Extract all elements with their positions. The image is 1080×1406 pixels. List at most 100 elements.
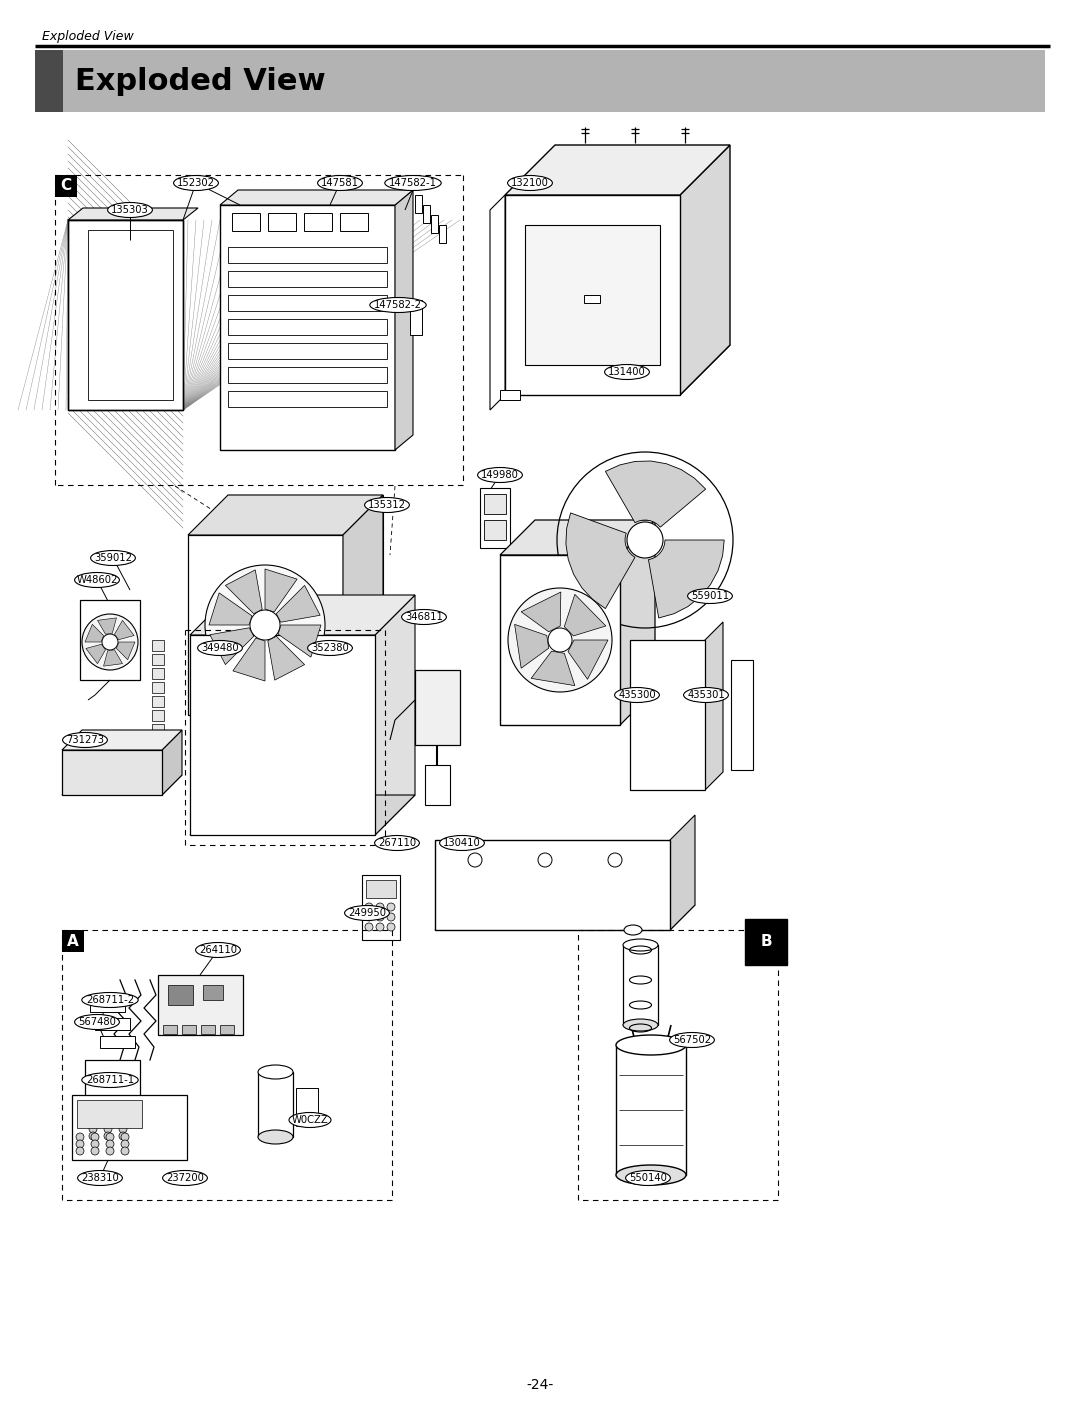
Bar [303, 212, 332, 231]
Bar [152, 696, 164, 707]
Polygon shape [435, 905, 696, 929]
Bar [228, 367, 387, 382]
Circle shape [91, 1147, 99, 1154]
Bar [410, 299, 422, 335]
Bar [72, 1095, 187, 1160]
Text: 147582-2: 147582-2 [374, 299, 422, 309]
Polygon shape [620, 520, 654, 725]
Polygon shape [566, 513, 635, 609]
Ellipse shape [75, 572, 120, 588]
Ellipse shape [616, 1035, 686, 1054]
Ellipse shape [258, 1130, 293, 1144]
Polygon shape [226, 569, 262, 613]
Bar [152, 654, 164, 665]
Ellipse shape [108, 202, 152, 218]
Polygon shape [568, 640, 608, 679]
Bar [77, 1099, 141, 1128]
Bar [630, 640, 705, 790]
Circle shape [121, 1147, 129, 1154]
Text: 131400: 131400 [608, 367, 646, 377]
Circle shape [82, 614, 138, 671]
Text: 550140: 550140 [629, 1173, 667, 1182]
Circle shape [104, 1118, 112, 1126]
Bar [158, 974, 243, 1035]
Circle shape [106, 1133, 114, 1142]
Polygon shape [210, 627, 254, 665]
Circle shape [89, 1118, 97, 1126]
Text: 268711-1: 268711-1 [86, 1076, 134, 1085]
Bar [584, 295, 600, 304]
Ellipse shape [623, 939, 658, 950]
Circle shape [121, 1133, 129, 1142]
Ellipse shape [318, 176, 363, 190]
Ellipse shape [289, 1112, 330, 1128]
Bar [505, 195, 680, 395]
Bar [168, 986, 193, 1005]
Bar [616, 1045, 686, 1175]
Bar [87, 231, 173, 399]
Bar [228, 319, 387, 335]
Circle shape [104, 1111, 112, 1119]
Text: 359012: 359012 [94, 553, 132, 562]
Text: 149980: 149980 [481, 470, 518, 479]
Bar [188, 536, 343, 716]
Text: A: A [67, 934, 79, 949]
Circle shape [119, 1132, 127, 1140]
Bar [438, 225, 446, 243]
Text: 135303: 135303 [111, 205, 149, 215]
Bar [152, 682, 164, 693]
Bar [85, 1060, 140, 1144]
Bar [500, 389, 519, 399]
Ellipse shape [195, 942, 241, 957]
Bar [296, 1116, 318, 1126]
Polygon shape [80, 600, 140, 681]
Polygon shape [265, 569, 297, 612]
Ellipse shape [163, 1171, 207, 1185]
Ellipse shape [308, 641, 352, 655]
Circle shape [76, 1147, 84, 1154]
Text: 130410: 130410 [443, 838, 481, 848]
Polygon shape [85, 624, 104, 643]
Ellipse shape [75, 1015, 120, 1029]
Circle shape [365, 922, 373, 931]
Bar [35, 51, 63, 112]
Polygon shape [606, 461, 705, 527]
Polygon shape [522, 592, 561, 631]
Ellipse shape [616, 1166, 686, 1185]
Polygon shape [162, 730, 183, 794]
Bar [201, 1025, 215, 1033]
Bar [228, 391, 387, 406]
Polygon shape [514, 624, 549, 668]
Ellipse shape [508, 176, 552, 190]
Bar [152, 738, 164, 749]
Text: 268711-2: 268711-2 [86, 995, 134, 1005]
Polygon shape [500, 520, 654, 555]
Bar [152, 724, 164, 735]
Bar [220, 205, 395, 450]
Circle shape [249, 610, 280, 640]
Circle shape [376, 912, 384, 921]
Bar [95, 1018, 130, 1031]
Circle shape [106, 1147, 114, 1154]
Ellipse shape [402, 609, 446, 624]
Bar [90, 1000, 125, 1012]
Circle shape [508, 588, 612, 692]
Text: B: B [760, 935, 772, 949]
Bar [415, 671, 460, 745]
Circle shape [387, 922, 395, 931]
Circle shape [608, 853, 622, 868]
Text: 147582-1: 147582-1 [389, 179, 437, 188]
Text: 152302: 152302 [177, 179, 215, 188]
Bar [62, 749, 162, 794]
Circle shape [104, 1132, 112, 1140]
Circle shape [89, 1125, 97, 1133]
Text: Exploded View: Exploded View [42, 30, 134, 44]
Text: W48602: W48602 [77, 575, 118, 585]
Ellipse shape [375, 835, 419, 851]
Circle shape [104, 1125, 112, 1133]
Bar [296, 1088, 318, 1116]
Text: 267110: 267110 [378, 838, 416, 848]
Polygon shape [114, 620, 134, 640]
Circle shape [89, 1111, 97, 1119]
Bar [228, 247, 387, 263]
